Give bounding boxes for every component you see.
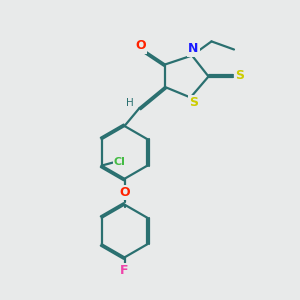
Text: N: N bbox=[188, 42, 199, 56]
Text: Cl: Cl bbox=[114, 157, 126, 167]
Text: S: S bbox=[236, 69, 244, 82]
Text: S: S bbox=[189, 96, 198, 110]
Text: F: F bbox=[120, 264, 129, 277]
Text: O: O bbox=[119, 186, 130, 199]
Text: O: O bbox=[136, 39, 146, 52]
Text: H: H bbox=[126, 98, 134, 108]
